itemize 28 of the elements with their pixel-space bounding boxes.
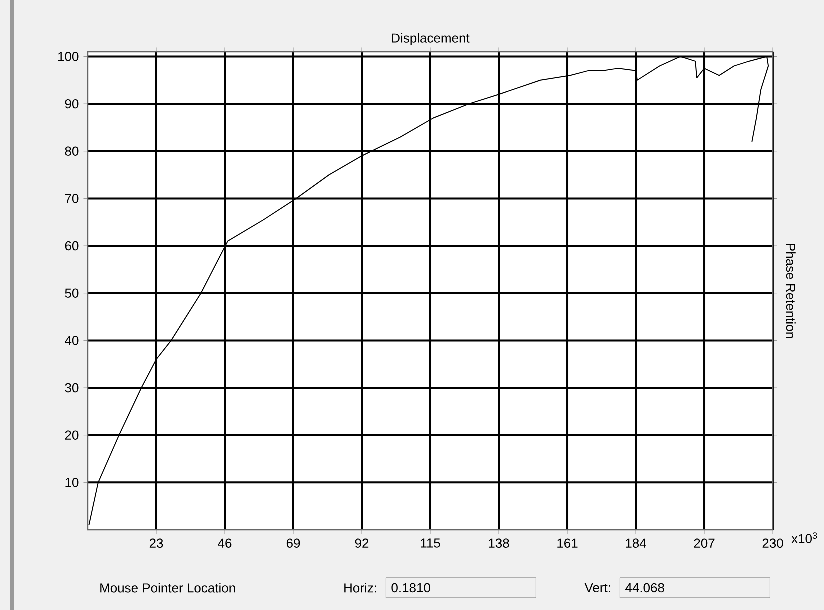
text: Mouse Pointer Location — [100, 583, 236, 593]
x-tick-label: 115 — [421, 538, 440, 548]
text: Horiz: — [344, 583, 376, 593]
y-tick-label: 60 — [65, 241, 79, 251]
y-tick-label: 100 — [58, 52, 79, 62]
y-tick-label: 80 — [65, 146, 79, 156]
x-tick-label: 46 — [218, 538, 232, 548]
y-tick-label: 90 — [65, 99, 79, 109]
y-axis-title: Phase Retention — [786, 244, 796, 338]
chart-title: Displacement — [392, 33, 470, 46]
x-tick-label: 207 — [694, 538, 715, 548]
x-tick-label: 92 — [355, 538, 369, 548]
x-axis-title: x10$^{3}$ — [792, 532, 818, 544]
x-tick-label: 230 — [762, 538, 784, 548]
y-tick-label: 50 — [65, 288, 79, 298]
y-tick-label: 40 — [65, 336, 79, 346]
text: Vert: — [584, 583, 610, 593]
y-tick-label: 10 — [66, 478, 79, 488]
x-tick-label: 161 — [558, 538, 578, 548]
y-tick-label: 70 — [65, 194, 79, 204]
x-tick-label: 23 — [150, 538, 164, 548]
y-tick-label: 30 — [65, 383, 79, 393]
x-tick-label: 184 — [626, 538, 646, 548]
y-tick-label: 20 — [65, 430, 79, 440]
x-tick-label: 69 — [286, 538, 300, 548]
x-tick-label: 138 — [489, 538, 510, 548]
text: 0.1810 — [392, 583, 430, 593]
text: 44.068 — [626, 583, 664, 593]
